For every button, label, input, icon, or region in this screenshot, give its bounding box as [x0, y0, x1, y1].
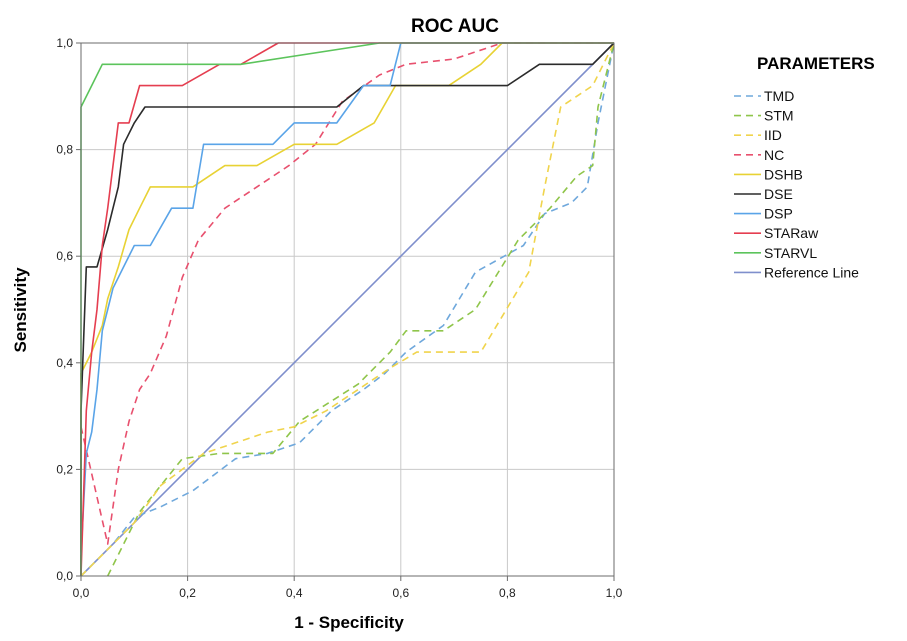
- y-axis-label: Sensitivity: [11, 267, 30, 353]
- x-axis-label: 1 - Specificity: [294, 613, 404, 632]
- y-tick-label: 0,8: [56, 143, 73, 157]
- y-tick-label: 0,6: [56, 249, 73, 263]
- x-tick-label: 0,2: [179, 586, 196, 600]
- x-tick-label: 1,0: [606, 586, 623, 600]
- legend-label: STARVL: [764, 245, 817, 261]
- legend-label: DSP: [764, 206, 793, 222]
- gridlines: [81, 43, 614, 576]
- x-tick-label: 0,0: [73, 586, 90, 600]
- y-ticks: 0,0 0,2 0,4 0,6 0,8 1,0: [56, 36, 81, 583]
- series-line-reference-line: [80, 42, 615, 577]
- legend-label: STM: [764, 108, 794, 124]
- y-tick-label: 1,0: [56, 36, 73, 50]
- legend-label: DSE: [764, 186, 793, 202]
- legend-label: DSHB: [764, 166, 803, 182]
- legend-title: PARAMETERS: [757, 54, 875, 73]
- x-tick-label: 0,8: [499, 586, 516, 600]
- series-layer: [80, 42, 615, 577]
- y-tick-label: 0,4: [56, 356, 73, 370]
- x-tick-label: 0,4: [286, 586, 303, 600]
- series-line-tmd: [80, 42, 615, 577]
- chart-title: ROC AUC: [411, 16, 499, 37]
- legend-label: IID: [764, 127, 782, 143]
- legend-label: NC: [764, 147, 784, 163]
- series-line-stm: [106, 42, 615, 577]
- series-line-dshb: [80, 42, 614, 576]
- series-line-nc: [80, 42, 614, 545]
- legend-label: TMD: [764, 88, 794, 104]
- legend: TMD STM IID NC DSHB DSE DSP STARaw STARVL Referen…: [734, 88, 859, 280]
- legend-label: STARaw: [764, 225, 819, 241]
- legend-label: Reference Line: [764, 264, 859, 280]
- x-tick-label: 0,6: [392, 586, 409, 600]
- x-ticks: 0,0 0,2 0,4 0,6 0,8 1,0: [73, 576, 623, 600]
- series-line-iid: [80, 42, 615, 577]
- y-tick-label: 0,0: [56, 569, 73, 583]
- plot-border: [80, 42, 615, 577]
- series-line-dsp: [80, 42, 614, 555]
- y-tick-label: 0,2: [56, 462, 73, 476]
